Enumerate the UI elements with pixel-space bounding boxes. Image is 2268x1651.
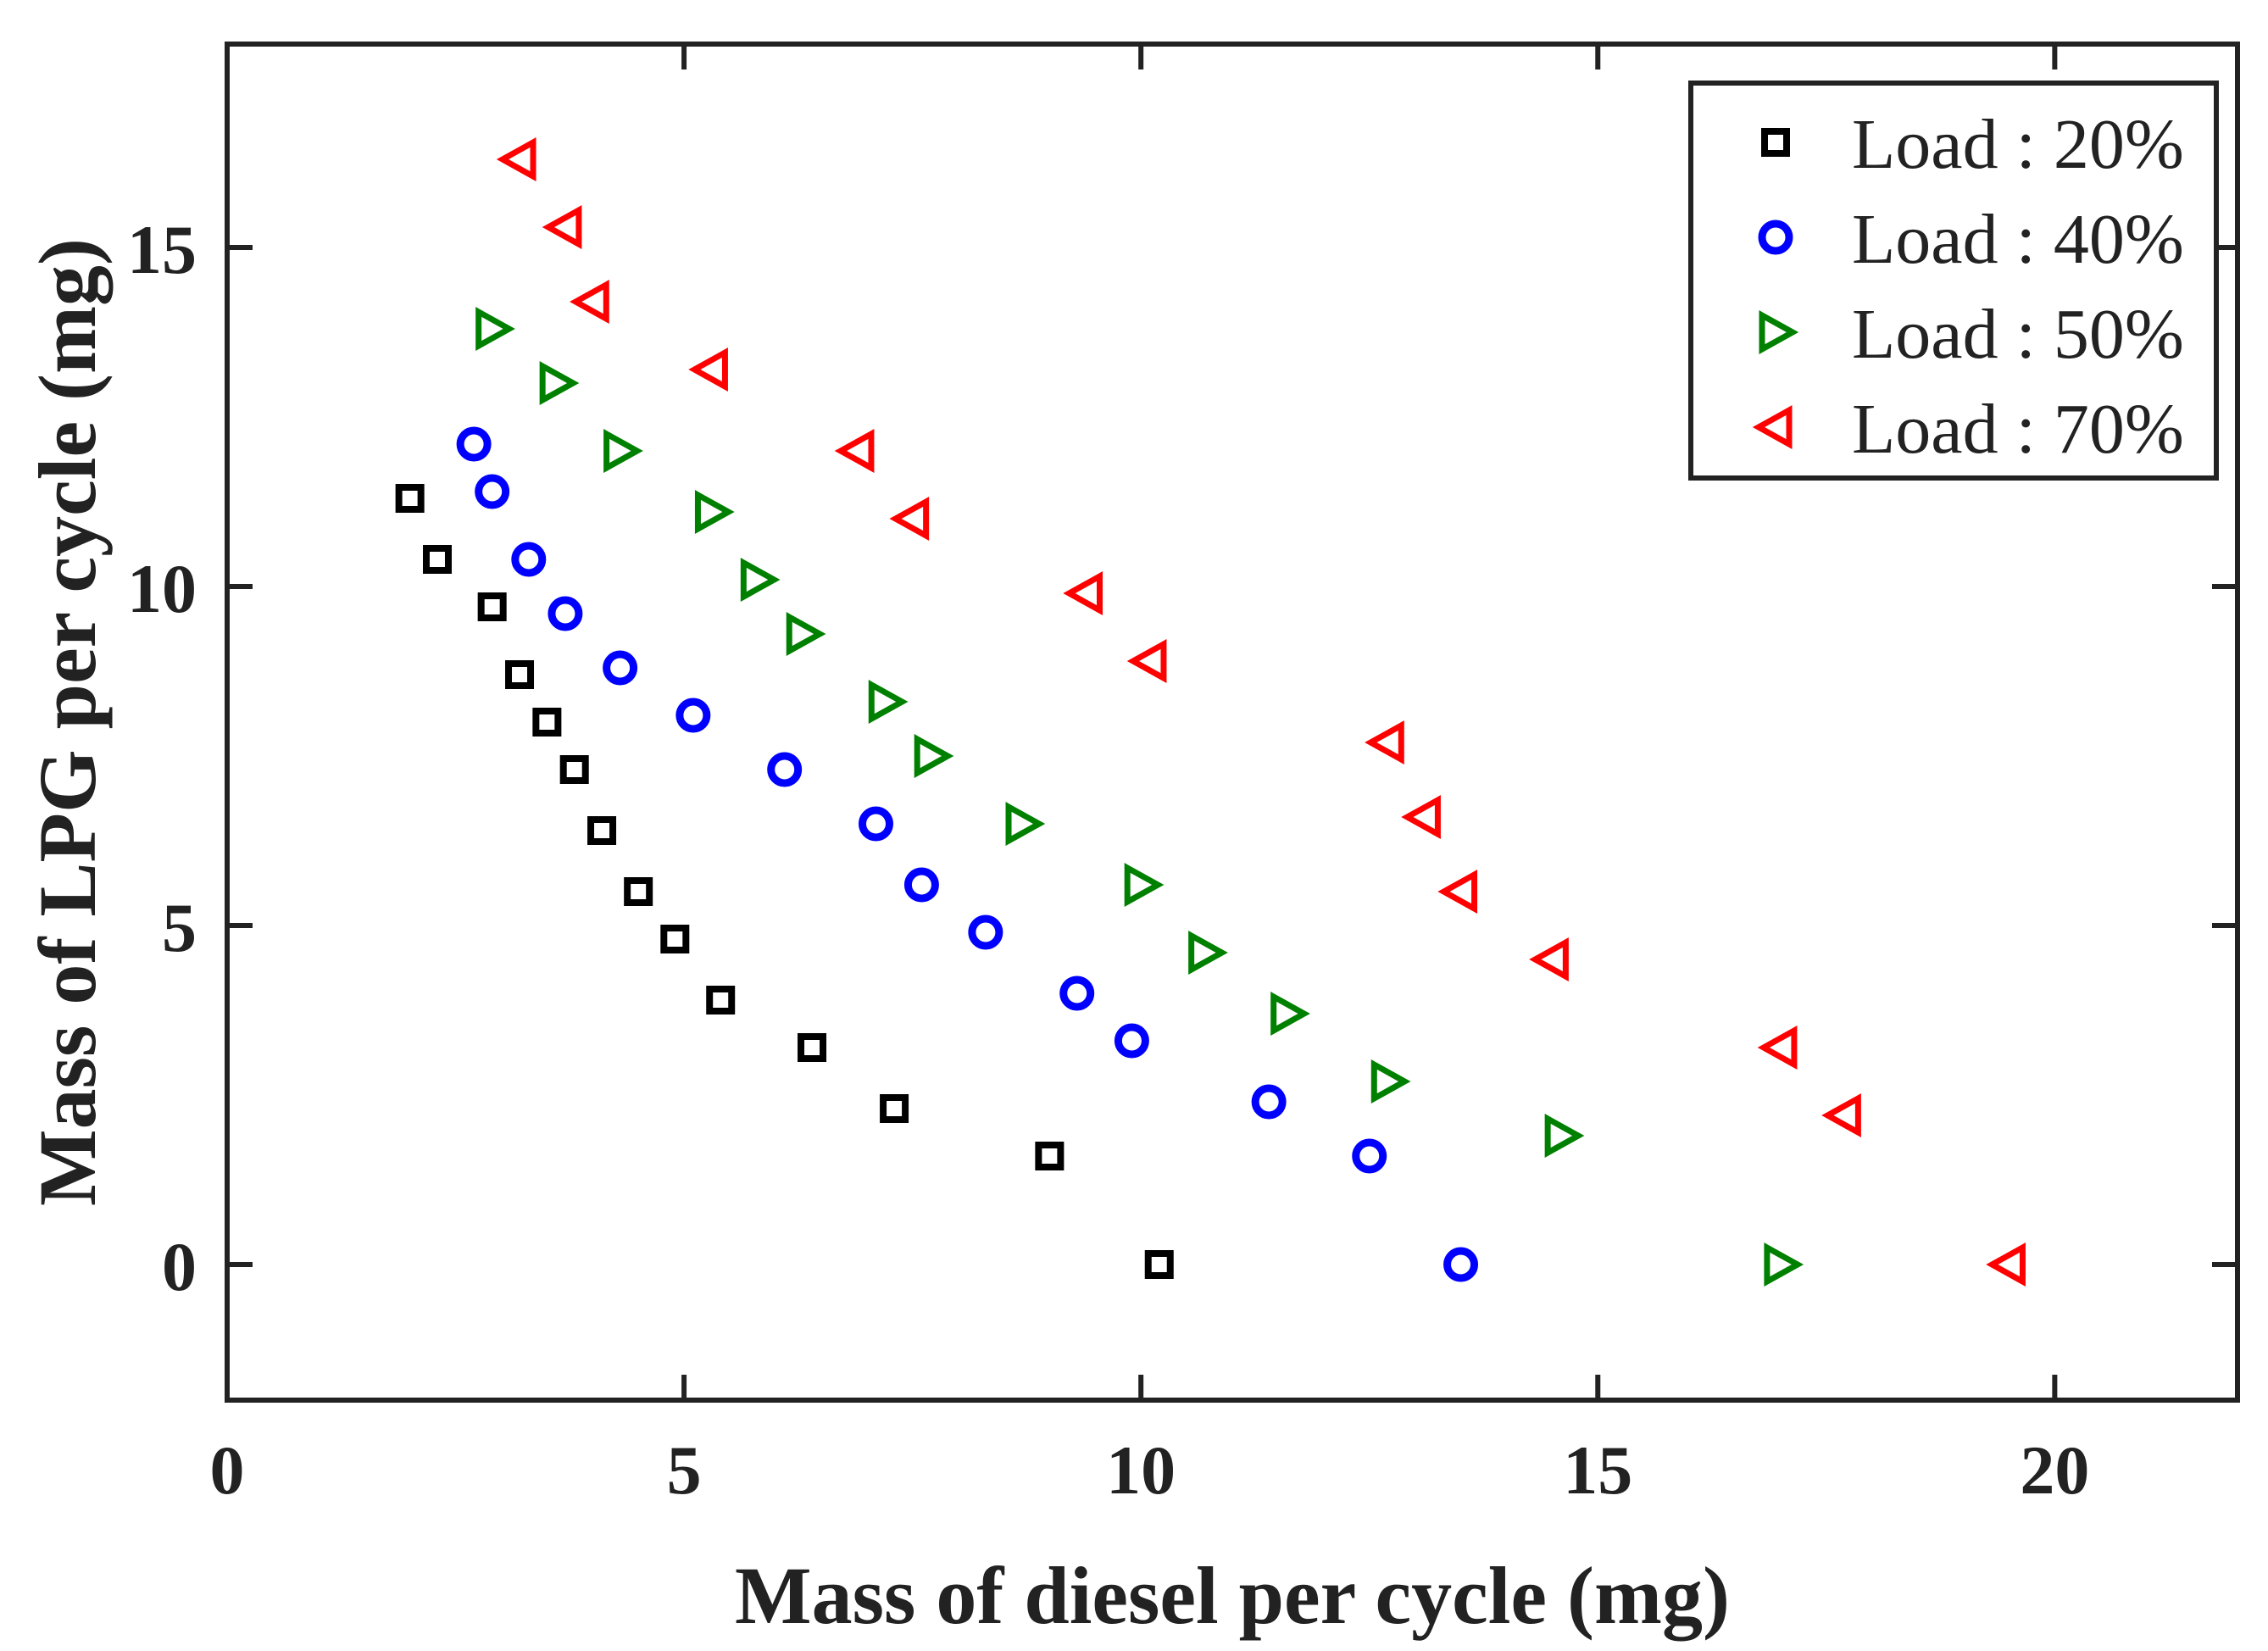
legend-marker — [1761, 128, 1790, 157]
data-point — [1144, 1250, 1174, 1279]
data-point — [1035, 1142, 1065, 1170]
data-point — [859, 806, 894, 842]
data-point — [1365, 720, 1404, 764]
legend-item: Load : 50% — [1759, 295, 2184, 374]
data-point — [475, 307, 515, 351]
legend-label: Load : 70% — [1852, 390, 2184, 469]
data-point — [868, 680, 909, 724]
data-point — [624, 877, 653, 906]
legend-marker — [1759, 310, 1799, 354]
axis-ticks: 0 5 10 15 20 0 5 10 15 — [127, 44, 2237, 1509]
data-point — [1005, 802, 1046, 846]
data-point — [1270, 992, 1310, 1036]
series-2 — [475, 307, 1804, 1287]
y-tick-label: 5 — [162, 889, 197, 966]
x-tick-label: 0 — [210, 1431, 245, 1509]
data-point — [706, 986, 736, 1015]
series-0 — [395, 484, 1174, 1279]
y-tick-label: 0 — [162, 1228, 197, 1305]
data-point — [548, 596, 583, 631]
data-point — [1437, 870, 1478, 914]
y-tick-label: 15 — [127, 211, 197, 288]
data-point — [422, 545, 452, 574]
data-point — [1114, 1023, 1149, 1059]
data-point — [675, 698, 711, 733]
legend-item: Load : 40% — [1758, 200, 2184, 279]
data-point — [767, 752, 803, 787]
x-tick-label: 20 — [2020, 1431, 2089, 1509]
y-axis-title: Mass of LPG per cycle (mg) — [22, 238, 113, 1206]
x-tick-label: 15 — [1563, 1431, 1632, 1509]
data-point — [1401, 795, 1441, 839]
data-point — [694, 490, 735, 534]
data-point — [559, 755, 589, 784]
data-point — [603, 429, 643, 473]
data-point — [477, 592, 507, 621]
data-point — [1529, 937, 1569, 981]
data-point — [1821, 1093, 1861, 1137]
data-point — [1059, 976, 1095, 1011]
data-point — [1063, 571, 1103, 615]
data-point — [587, 816, 617, 845]
data-point — [880, 1094, 909, 1123]
data-point — [1443, 1247, 1479, 1282]
data-point — [1251, 1084, 1287, 1120]
data-point — [1370, 1059, 1411, 1103]
data-point — [456, 426, 492, 462]
data-point — [1757, 1026, 1798, 1070]
data-point — [539, 361, 580, 405]
legend-label: Load : 40% — [1852, 200, 2184, 279]
data-point — [1126, 639, 1167, 683]
plot-area — [225, 42, 2240, 1403]
y-tick-label: 10 — [127, 550, 197, 627]
data-point — [660, 925, 690, 953]
data-point — [914, 734, 954, 778]
legend-label: Load : 20% — [1852, 105, 2184, 184]
legend-box — [1688, 81, 2219, 481]
legend-label: Load : 50% — [1852, 295, 2184, 374]
data-point — [475, 474, 510, 509]
x-axis-title: Mass of diesel per cycle (mg) — [735, 1550, 1730, 1641]
data-point — [688, 347, 728, 392]
data-point — [798, 1033, 827, 1062]
data-point — [1124, 863, 1165, 907]
data-point — [889, 497, 930, 541]
data-point — [1986, 1242, 2026, 1287]
legend-marker — [1758, 220, 1793, 255]
plot-frame — [225, 42, 2240, 1403]
x-tick-label: 10 — [1106, 1431, 1176, 1509]
legend-item: Load : 70% — [1752, 390, 2184, 469]
series-1 — [456, 426, 1479, 1282]
data-point — [786, 612, 826, 656]
data-point — [505, 660, 535, 689]
data-point — [532, 708, 562, 737]
legend-marker — [1752, 405, 1793, 449]
data-point — [834, 429, 875, 473]
legend-item: Load : 20% — [1761, 105, 2184, 184]
data-point — [1352, 1138, 1387, 1174]
series-3 — [496, 137, 2026, 1287]
legend: Load : 20% Load : 40% Load : 50% Load : 70% — [1688, 81, 2219, 481]
data-point — [740, 558, 781, 602]
data-markers — [395, 137, 2026, 1287]
data-point — [395, 484, 425, 513]
data-point — [1764, 1242, 1804, 1287]
x-tick-label: 5 — [667, 1431, 702, 1509]
data-point — [603, 650, 638, 686]
data-point — [968, 914, 1003, 950]
data-point — [1544, 1114, 1585, 1158]
data-point — [1188, 931, 1228, 975]
data-point — [496, 137, 536, 181]
data-point — [570, 280, 609, 324]
data-point — [542, 205, 582, 249]
data-point — [903, 867, 939, 903]
data-point — [511, 542, 547, 577]
